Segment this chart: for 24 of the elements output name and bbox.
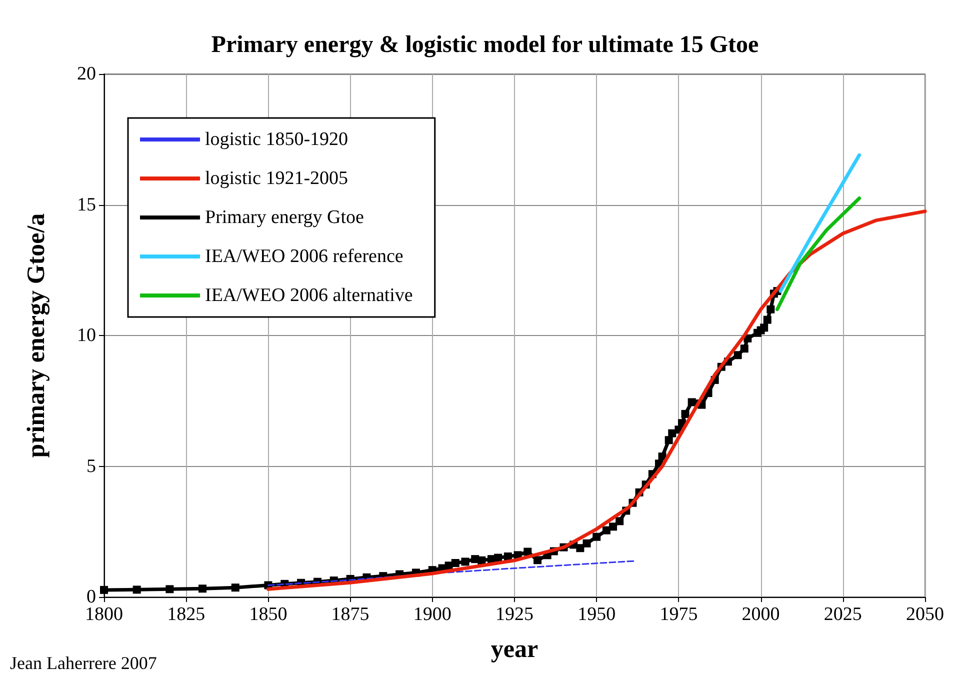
x-tick-label: 2000 [742,604,780,625]
x-tick-label: 1925 [496,604,534,625]
text: Jean Laherrere 2007 [10,653,157,673]
y-tick-label: 20 [77,64,96,84]
legend-label: logistic 1921-2005 [205,168,348,189]
x-tick-label: 1900 [413,604,452,625]
y-tick-label: 15 [77,194,96,216]
x-tick-label: 1850 [249,604,288,625]
x-tick-label: 2025 [824,604,862,625]
x-tick-label: 2050 [906,604,944,625]
legend-label: IEA/WEO 2006 alternative [205,285,413,306]
y-axis-title: primary energy Gtoe/a [23,212,50,458]
x-tick-label: 1825 [167,604,206,625]
y-tick-label: 10 [77,325,96,346]
chart-title: Primary energy & logistic model for ultimate 15 Gtoe [211,32,760,58]
x-tick-label: 1875 [331,604,370,625]
x-axis-title: year [490,636,538,663]
legend-label: Primary energy Gtoe [205,207,364,228]
legend-label: IEA/WEO 2006 reference [205,246,404,267]
y-tick-label: 5 [86,456,96,477]
x-tick-label: 1975 [660,604,698,625]
x-tick-label: 1950 [578,604,616,625]
line-series [775,196,862,312]
legend-label: logistic 1850-1920 [205,129,348,150]
